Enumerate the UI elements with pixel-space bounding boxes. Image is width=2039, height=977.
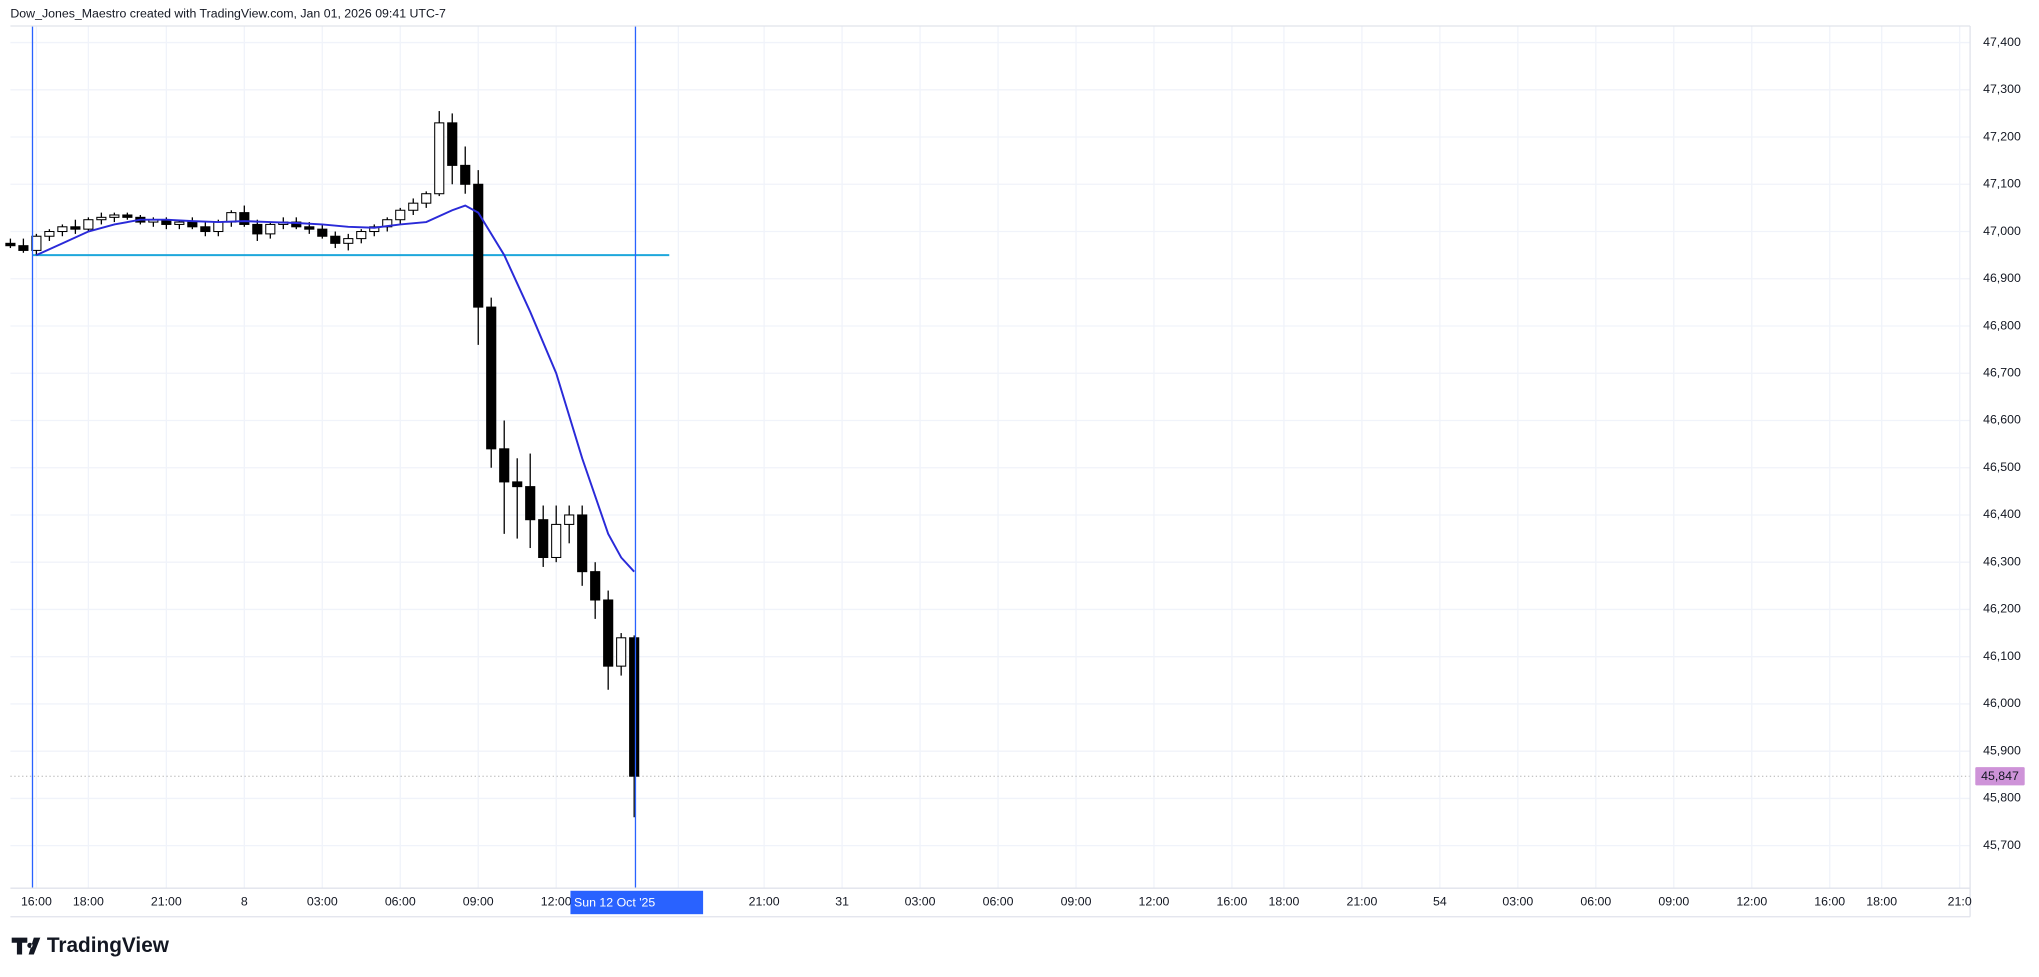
y-tick-label: 47,300 xyxy=(1983,82,2021,96)
candle-body xyxy=(460,164,471,185)
y-tick-label: 47,400 xyxy=(1983,35,2021,49)
candle-body xyxy=(5,242,16,247)
candle-body xyxy=(70,226,81,230)
candle-body xyxy=(590,571,601,601)
y-tick-label: 46,800 xyxy=(1983,318,2021,332)
y-tick-label: 46,000 xyxy=(1983,696,2021,710)
x-tick-label: 21:00 xyxy=(1346,895,1377,909)
x-tick-label: 06:00 xyxy=(385,895,416,909)
x-tick-label: 12:00 xyxy=(1139,895,1170,909)
x-tick-label: 21:00 xyxy=(749,895,780,909)
x-tick-label: 18:00 xyxy=(1866,895,1897,909)
y-tick-label: 46,400 xyxy=(1983,507,2021,521)
last-price-label: 45,847 xyxy=(1981,769,2019,783)
candle-body xyxy=(421,193,432,204)
footer-brand: TradingView xyxy=(47,934,170,957)
y-tick-label: 46,700 xyxy=(1983,366,2021,380)
candle-body xyxy=(96,216,107,221)
candle-body xyxy=(18,245,29,251)
candle-body xyxy=(252,223,263,235)
candle-body xyxy=(83,219,94,230)
candle-body xyxy=(395,209,406,221)
candle-body xyxy=(473,183,484,308)
x-tick-label: 12:00 xyxy=(541,895,572,909)
x-tick-label: 09:00 xyxy=(463,895,494,909)
candle-body xyxy=(564,514,575,525)
crosshair-date-box xyxy=(570,890,704,915)
y-tick-label: 45,800 xyxy=(1983,791,2021,805)
x-tick-label: 21:00 xyxy=(151,895,182,909)
candle-body xyxy=(265,223,276,235)
candle-body xyxy=(330,235,341,244)
candle-body xyxy=(31,235,42,251)
y-tick-label: 46,200 xyxy=(1983,602,2021,616)
y-tick-label: 46,600 xyxy=(1983,413,2021,427)
candle-body xyxy=(304,226,315,230)
y-tick-label: 45,700 xyxy=(1983,838,2021,852)
x-tick-label: 31 xyxy=(835,895,849,909)
candle-body xyxy=(512,481,523,488)
x-tick-label: 54 xyxy=(1433,895,1447,909)
candle-body xyxy=(616,637,627,667)
candle-body xyxy=(447,122,458,166)
logo-mark xyxy=(11,937,41,955)
header-text: Dow_Jones_Maestro created with TradingVi… xyxy=(10,7,446,21)
candle-body xyxy=(239,212,250,225)
candle-body xyxy=(551,523,562,559)
x-tick-label: 06:00 xyxy=(983,895,1014,909)
candle-body xyxy=(187,221,198,228)
y-tick-label: 46,100 xyxy=(1983,649,2021,663)
candle-body xyxy=(213,221,224,233)
candle-body xyxy=(408,202,419,211)
x-tick-label: 8 xyxy=(241,895,248,909)
x-tick-label: 21:0 xyxy=(1948,895,1972,909)
candle-body xyxy=(486,306,497,450)
x-tick-label: 09:00 xyxy=(1061,895,1092,909)
x-tick-label: 16:00 xyxy=(1814,895,1845,909)
candle-body xyxy=(200,226,211,233)
candle-body xyxy=(499,448,510,483)
candle-body xyxy=(122,214,133,218)
x-tick-label: 09:00 xyxy=(1658,895,1689,909)
ema-line xyxy=(35,204,635,573)
x-tick-label: 16:00 xyxy=(21,895,52,909)
x-tick-label: 18:00 xyxy=(73,895,104,909)
x-tick-label: 03:00 xyxy=(1502,895,1533,909)
candle-body xyxy=(356,230,367,240)
candle-body xyxy=(577,514,588,573)
y-tick-label: 46,500 xyxy=(1983,460,2021,474)
candle-body xyxy=(343,238,354,244)
y-tick-label: 47,200 xyxy=(1983,129,2021,143)
x-tick-label: 03:00 xyxy=(307,895,338,909)
candle-body xyxy=(629,637,640,777)
y-tick-label: 47,000 xyxy=(1983,224,2021,238)
candle-body xyxy=(434,122,445,195)
candle-body xyxy=(317,228,328,237)
y-tick-label: 45,900 xyxy=(1983,743,2021,757)
candle-body xyxy=(44,230,55,237)
candle-body xyxy=(525,486,536,521)
x-tick-label: 12:00 xyxy=(1736,895,1767,909)
candle-body xyxy=(174,221,185,225)
crosshair-date-label: Sun 12 Oct '25 xyxy=(574,895,655,909)
tradingview-logo: TradingView xyxy=(11,934,170,957)
candle-body xyxy=(57,226,68,233)
x-tick-label: 06:00 xyxy=(1580,895,1611,909)
y-tick-label: 47,100 xyxy=(1983,177,2021,191)
grid xyxy=(10,26,1971,889)
plot-area xyxy=(5,26,1971,889)
candle-body xyxy=(109,214,120,218)
candle-body xyxy=(603,599,614,667)
last-price-box xyxy=(1975,767,2025,786)
x-tick-label: 03:00 xyxy=(905,895,936,909)
y-tick-label: 46,900 xyxy=(1983,271,2021,285)
x-tick-label: 18:00 xyxy=(1268,895,1299,909)
axes: 45,700 45,800 45,900 46,000 46,100 46,200 46,3… xyxy=(21,35,2025,915)
candle-body xyxy=(538,519,549,559)
x-tick-label: 16:00 xyxy=(1217,895,1248,909)
y-tick-label: 46,300 xyxy=(1983,554,2021,568)
